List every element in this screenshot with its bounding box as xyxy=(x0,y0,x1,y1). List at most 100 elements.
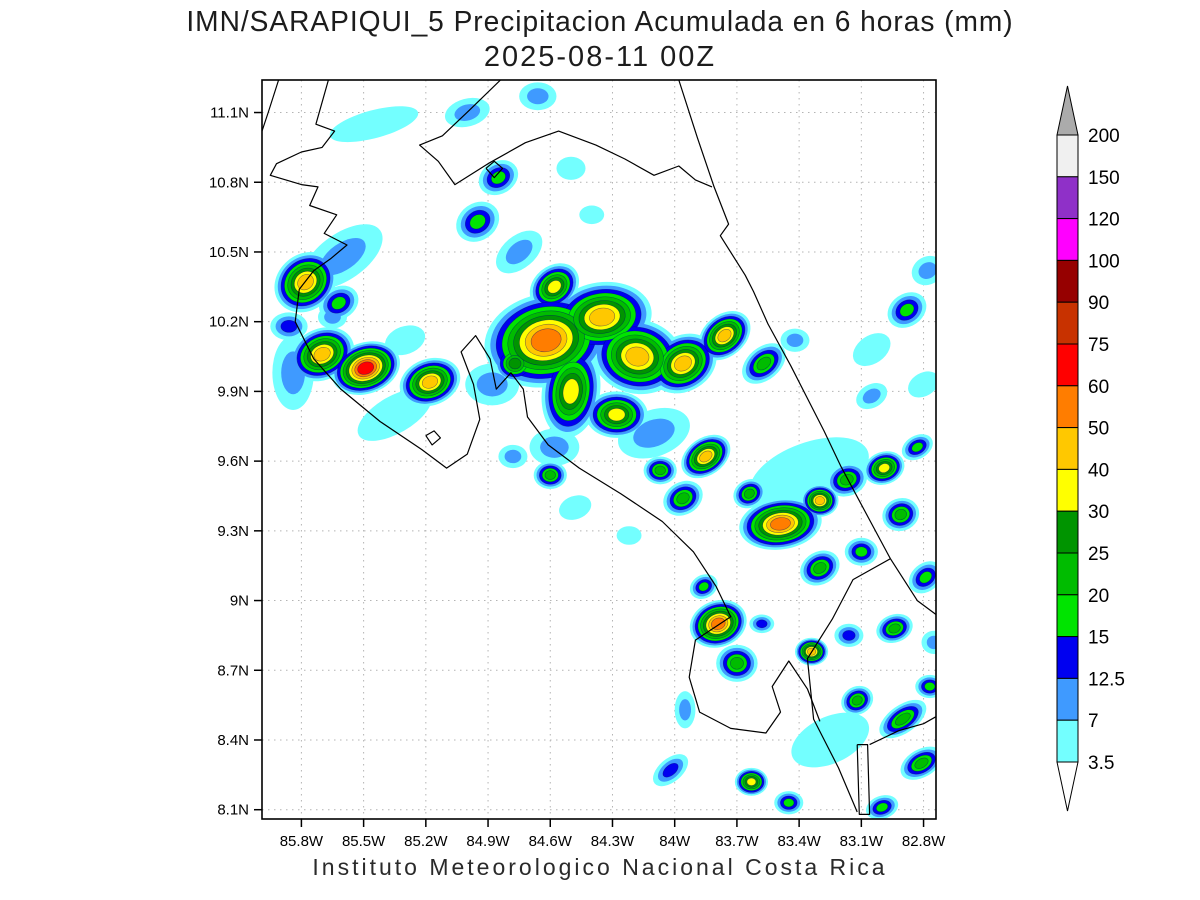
precip-contour-blob xyxy=(607,408,626,422)
precip-contour-blob xyxy=(476,372,508,397)
colorbar-band xyxy=(1056,636,1079,679)
coastlines xyxy=(262,80,936,816)
precip-contour-blob xyxy=(508,357,522,370)
lat-tick-label: 8.4N xyxy=(217,732,249,749)
colorbar-under-arrow xyxy=(1056,761,1079,812)
colorbar-label: 25 xyxy=(1088,544,1109,565)
precip-contour-blob xyxy=(505,239,533,265)
colorbar-label: 30 xyxy=(1088,502,1109,523)
precip-contour-blob xyxy=(786,333,804,347)
precip-contour-blob xyxy=(729,657,744,670)
precip-contour-blob xyxy=(746,777,757,786)
precip-contour-blob xyxy=(540,436,569,458)
precip-contour-blob xyxy=(851,695,863,706)
precip-contour-blob xyxy=(676,492,690,505)
footer-caption: Instituto Meteorologico Nacional Costa R… xyxy=(312,854,888,880)
lon-tick-label: 83.1W xyxy=(840,833,884,850)
lon-tick-label: 83.7W xyxy=(715,833,759,850)
lat-tick-label: 8.7N xyxy=(217,662,249,679)
precip-contour-blob xyxy=(756,619,768,629)
precip-contour-blob xyxy=(914,757,929,769)
precip-contour-blob xyxy=(527,88,549,105)
precip-contour-blob xyxy=(699,450,713,463)
precip-contour-blob xyxy=(589,307,616,327)
precipitation-field xyxy=(270,82,936,819)
precip-contour-blob xyxy=(926,635,936,650)
precip-contour-blob xyxy=(813,562,827,574)
colorbar-band xyxy=(1056,259,1079,303)
precip-contour-blob xyxy=(490,170,506,185)
colorbar-label: 100 xyxy=(1088,251,1120,272)
precip-contour-blob xyxy=(911,442,924,453)
precip-contour-blob xyxy=(679,699,692,721)
precip-contour-blob xyxy=(633,418,675,448)
precip-contour-blob xyxy=(842,630,856,641)
page-subtitle-datetime: 2025-08-11 00Z xyxy=(483,41,717,73)
colorbar-band xyxy=(1056,510,1079,554)
colorbar-label: 3.5 xyxy=(1088,753,1114,774)
precip-contour-blob xyxy=(469,214,486,230)
coastline-path xyxy=(419,80,713,188)
coastline-path xyxy=(856,743,871,816)
precip-contour-blob xyxy=(562,378,580,405)
precip-contour-blob xyxy=(924,682,936,692)
precip-contour-blob xyxy=(698,581,710,592)
lon-tick-label: 84.6W xyxy=(529,833,573,850)
colorbar-band xyxy=(1056,677,1079,721)
colorbar-band xyxy=(1056,427,1079,470)
map-frame xyxy=(261,79,937,820)
lat-tick-label: 9.6N xyxy=(217,453,249,470)
colorbar-label: 120 xyxy=(1088,210,1120,231)
precip-contour-blob xyxy=(783,798,795,808)
precip-contour-blob xyxy=(579,205,605,225)
precip-contour-blob xyxy=(320,238,366,276)
lat-tick-label: 10.5N xyxy=(209,244,249,261)
colorbar-label: 90 xyxy=(1088,293,1109,314)
precip-contour-blob xyxy=(331,296,347,310)
precip-contour-blob xyxy=(852,333,891,367)
precip-contour-blob xyxy=(674,355,692,372)
precip-contour-blob xyxy=(791,712,870,768)
axis-labels: 11.1N 10.8N 10.5N 10.2N 9.9N 9.6N 9.3N 9N 8.7N 8.… xyxy=(209,105,946,850)
colorbar-band xyxy=(1056,218,1079,261)
precip-contour-blob xyxy=(280,319,298,333)
precip-contour-blob xyxy=(625,346,650,367)
precip-contour-blob xyxy=(888,623,901,634)
precip-contour-blob xyxy=(654,465,666,476)
coastline-path xyxy=(678,80,936,615)
colorbar-band xyxy=(1056,343,1079,387)
precip-contour-blob xyxy=(504,449,522,464)
precip-contour-blob xyxy=(878,463,890,473)
precip-contour-blob xyxy=(559,495,592,520)
precip-contour-blob xyxy=(329,106,419,143)
lat-tick-label: 10.2N xyxy=(209,314,249,331)
colorbar: 200 150 120 100 90 75 60 50 40 30 25 20 15 12.5 7 3.5 xyxy=(1056,85,1125,812)
lon-tick-label: 85.8W xyxy=(280,833,324,850)
precip-contour-blob xyxy=(918,262,936,279)
precip-contour-blob xyxy=(770,517,791,531)
lat-tick-label: 11.1N xyxy=(210,105,249,122)
colorbar-label: 75 xyxy=(1088,335,1109,356)
precip-contour-blob xyxy=(862,388,881,404)
precip-contour-blob xyxy=(814,496,825,506)
precip-contour-blob xyxy=(855,546,868,558)
coastline-path xyxy=(485,160,504,179)
precip-contour-blob xyxy=(919,571,933,584)
coastline-path xyxy=(806,558,891,813)
precip-contour-blob xyxy=(547,280,562,294)
coastline-path xyxy=(269,80,821,734)
colorbar-label: 60 xyxy=(1088,377,1109,398)
precip-contour-blob xyxy=(899,303,915,317)
colorbar-label: 150 xyxy=(1088,168,1120,189)
precip-contour-blob xyxy=(357,361,375,375)
precip-contour-blob xyxy=(662,762,679,778)
coastline-path xyxy=(262,80,280,132)
lon-tick-label: 84W xyxy=(659,833,691,850)
precip-contour-blob xyxy=(717,329,732,343)
precip-contour-blob xyxy=(616,526,642,545)
coastline-path xyxy=(425,430,441,446)
precip-contour-blob xyxy=(313,346,331,362)
colorbar-band xyxy=(1056,552,1079,596)
